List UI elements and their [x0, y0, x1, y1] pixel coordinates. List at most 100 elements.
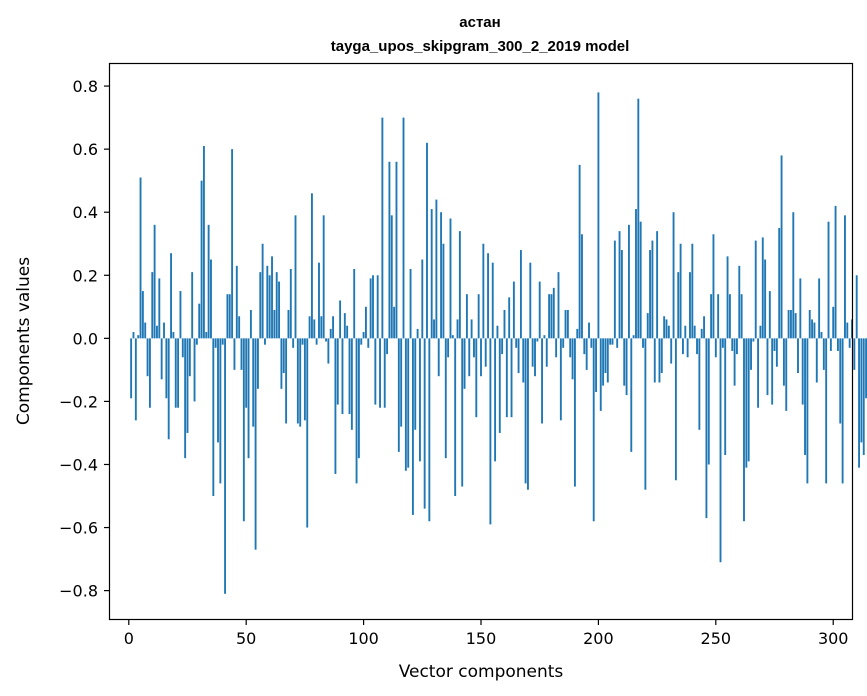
bar	[221, 338, 224, 345]
bar	[548, 294, 551, 339]
bar	[134, 338, 137, 421]
bar	[541, 338, 543, 424]
bar	[613, 240, 616, 339]
bar	[188, 338, 191, 377]
bar	[501, 338, 504, 355]
bar	[409, 268, 412, 339]
bar	[475, 338, 478, 418]
bar	[519, 250, 522, 339]
bar	[841, 338, 844, 484]
bar	[249, 309, 252, 339]
bar	[557, 272, 560, 339]
bar	[611, 338, 614, 345]
bar	[212, 338, 215, 497]
bar	[240, 338, 243, 370]
bar	[278, 281, 280, 339]
bar	[531, 338, 534, 367]
bar	[470, 319, 473, 339]
bar	[623, 338, 626, 386]
bar	[465, 294, 468, 339]
bar	[717, 294, 720, 339]
bar	[522, 338, 525, 383]
y-tick-label: 0.8	[73, 77, 98, 96]
bar	[534, 338, 536, 377]
bar	[576, 328, 579, 339]
bar	[825, 338, 828, 484]
bar	[404, 338, 407, 471]
bar	[480, 338, 482, 377]
bar	[151, 272, 154, 339]
bar	[794, 313, 797, 339]
bar	[247, 338, 250, 459]
bar	[599, 338, 602, 411]
x-tick-label: 100	[348, 629, 379, 648]
bar	[562, 338, 565, 348]
bar	[160, 338, 163, 380]
bar	[419, 338, 421, 462]
bar	[259, 272, 262, 339]
bar	[153, 224, 156, 339]
bar	[512, 281, 515, 339]
bar	[790, 309, 792, 339]
bar	[797, 338, 799, 374]
bar	[822, 338, 825, 370]
bar	[343, 313, 346, 339]
bar	[660, 338, 663, 374]
bar	[569, 338, 572, 358]
chart-subtitle: tayga_upos_skipgram_300_2_2019 model	[331, 38, 630, 55]
bar	[663, 316, 666, 339]
bar	[226, 294, 229, 339]
bar	[198, 303, 201, 339]
bar	[456, 319, 459, 339]
bar	[355, 338, 358, 484]
y-tick-label: 0.4	[73, 203, 98, 222]
bar-series	[130, 92, 867, 594]
bar	[609, 338, 612, 345]
bar	[397, 338, 400, 452]
bar	[421, 259, 424, 339]
bar	[651, 240, 654, 339]
bar	[768, 291, 771, 339]
bar	[242, 338, 245, 522]
bar	[731, 338, 734, 351]
bar	[836, 338, 839, 351]
x-axis-ticks: 0 50 100 150 200 250 300	[124, 619, 849, 648]
bar	[365, 306, 367, 339]
bar	[360, 338, 363, 345]
bar	[238, 316, 241, 339]
bar	[383, 338, 386, 408]
x-tick-label: 300	[818, 629, 849, 648]
bar	[550, 294, 553, 339]
x-axis-label: Vector components	[399, 662, 564, 682]
bar	[785, 338, 788, 411]
bar	[555, 338, 558, 358]
bar	[311, 193, 313, 339]
bar	[494, 338, 497, 462]
bar	[597, 92, 600, 339]
bar	[177, 338, 180, 408]
bar	[578, 164, 581, 339]
bar	[498, 338, 501, 433]
bar	[698, 338, 701, 430]
bar	[585, 338, 588, 370]
bar	[719, 338, 722, 563]
bar	[773, 338, 776, 351]
bar	[235, 265, 238, 339]
bar	[336, 338, 339, 405]
bar	[444, 338, 447, 459]
bar	[832, 306, 835, 339]
bar	[254, 338, 257, 550]
bar	[806, 338, 809, 484]
bar	[130, 338, 133, 399]
bar	[745, 338, 748, 468]
bar	[367, 338, 370, 348]
bar	[714, 338, 717, 358]
bar	[200, 180, 203, 339]
bar	[282, 338, 285, 374]
bar	[778, 227, 781, 339]
bar	[289, 268, 292, 339]
bar	[179, 291, 182, 339]
bar	[839, 338, 842, 424]
bar	[191, 272, 194, 339]
